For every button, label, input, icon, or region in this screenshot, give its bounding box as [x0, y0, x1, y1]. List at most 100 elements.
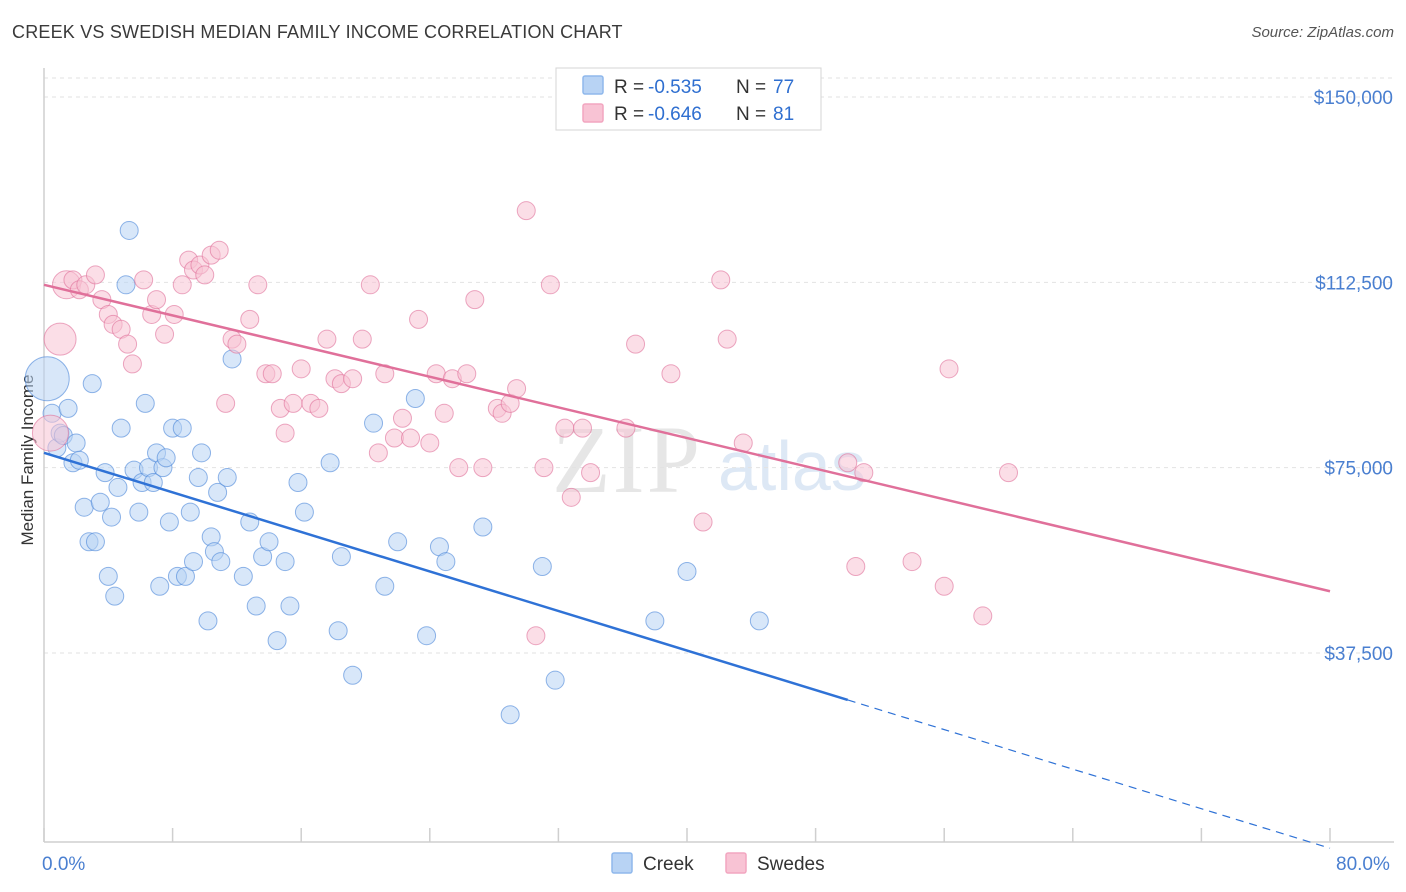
bottom-legend-swedes-swatch	[725, 852, 747, 874]
creek-trend-line	[43, 451, 849, 702]
creek-point	[259, 532, 279, 552]
swedes-point	[534, 458, 554, 478]
creek-point	[172, 418, 192, 438]
swedes-point	[248, 275, 268, 295]
swedes-point	[134, 270, 154, 290]
creek-point	[645, 611, 665, 631]
legend-creek-r-value: -0.535	[648, 77, 702, 98]
creek-point	[116, 275, 136, 295]
swedes-point	[384, 428, 404, 448]
chart-title: CREEK VS SWEDISH MEDIAN FAMILY INCOME CO…	[12, 22, 623, 42]
swedes-point	[401, 428, 421, 448]
bottom-legend-creek-label: Creek	[643, 854, 694, 875]
creek-point	[328, 621, 348, 641]
creek-point	[417, 626, 437, 646]
swedes-point	[540, 275, 560, 295]
grid	[44, 77, 1394, 654]
y-tick-labels: $37,500 $75,000 $112,500 $150,000	[1314, 88, 1393, 665]
creek-point	[102, 507, 122, 527]
data-points	[24, 201, 1018, 725]
swedes-point	[526, 626, 546, 646]
swedes-point	[973, 606, 993, 626]
swedes-point	[573, 418, 593, 438]
swedes-point	[309, 398, 329, 418]
creek-point	[82, 374, 102, 394]
creek-point	[500, 705, 520, 725]
creek-point	[98, 566, 118, 586]
swedes-point	[392, 408, 412, 428]
trend-lines	[43, 283, 1331, 849]
bottom-legend-swedes-label: Swedes	[757, 854, 825, 875]
swedes-point	[343, 369, 363, 389]
creek-point	[198, 611, 218, 631]
axes	[43, 68, 1394, 843]
y-tick-label: $112,500	[1315, 273, 1393, 294]
swedes-point	[846, 557, 866, 577]
creek-point	[159, 512, 179, 532]
creek-point	[677, 561, 697, 581]
legend-swedes-r-label: R =	[614, 104, 649, 125]
swedes-point	[838, 453, 858, 473]
swedes-point	[934, 576, 954, 596]
creek-point	[105, 586, 125, 606]
creek-point	[288, 472, 308, 492]
swedes-point	[516, 201, 536, 221]
creek-point	[150, 576, 170, 596]
creek-point	[532, 557, 552, 577]
swedes-trend-line	[43, 283, 1331, 593]
creek-point	[545, 670, 565, 690]
legend-creek-n-label: N =	[736, 77, 771, 98]
creek-point	[280, 596, 300, 616]
creek-point	[108, 477, 128, 497]
creek-point	[74, 497, 94, 517]
swedes-point	[291, 359, 311, 379]
swedes-point	[317, 329, 337, 349]
swedes-point	[420, 433, 440, 453]
creek-point	[364, 413, 384, 433]
creek-point	[175, 566, 195, 586]
creek-point	[375, 576, 395, 596]
swedes-point	[216, 393, 236, 413]
creek-point	[343, 665, 363, 685]
swedes-point	[555, 418, 575, 438]
swedes-point	[275, 423, 295, 443]
creek-point	[119, 220, 139, 240]
swedes-point	[240, 309, 260, 329]
creek-point	[129, 502, 149, 522]
legend-creek-r-label: R =	[614, 77, 649, 98]
creek-point	[156, 448, 176, 468]
creek-point	[188, 468, 208, 488]
swedes-point	[360, 275, 380, 295]
legend-creek-swatch	[582, 75, 604, 95]
swedes-point	[352, 329, 372, 349]
creek-point	[749, 611, 769, 631]
creek-point	[267, 631, 287, 651]
creek-point	[208, 482, 228, 502]
swedes-point	[473, 458, 493, 478]
legend: R = -0.535 N = 77 R = -0.646 N = 81	[555, 67, 822, 131]
swedes-point	[195, 265, 215, 285]
creek-trend-extension	[847, 699, 1331, 849]
creek-point	[246, 596, 266, 616]
swedes-point	[711, 270, 731, 290]
creek-point	[275, 552, 295, 572]
creek-point	[217, 468, 237, 488]
swedes-point	[209, 240, 229, 260]
swedes-point	[122, 354, 142, 374]
creek-point	[90, 492, 110, 512]
creek-point	[320, 453, 340, 473]
swedes-point	[43, 322, 77, 356]
swedes-point	[172, 275, 192, 295]
swedes-point	[939, 359, 959, 379]
creek-point	[135, 393, 155, 413]
swedes-point	[31, 414, 69, 452]
y-tick-label: $75,000	[1324, 459, 1393, 480]
source-label: Source: ZipAtlas.com	[1251, 24, 1394, 41]
swedes-point	[465, 290, 485, 310]
swedes-point	[118, 334, 138, 354]
swedes-point	[155, 324, 175, 344]
creek-point	[111, 418, 131, 438]
swedes-point	[449, 458, 469, 478]
creek-point	[294, 502, 314, 522]
